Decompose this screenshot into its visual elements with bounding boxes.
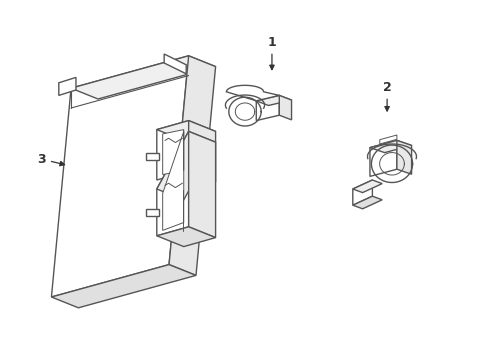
- Polygon shape: [169, 56, 216, 275]
- Polygon shape: [163, 131, 184, 230]
- Polygon shape: [157, 131, 189, 236]
- Polygon shape: [353, 196, 382, 209]
- Polygon shape: [370, 140, 412, 153]
- Polygon shape: [157, 121, 216, 140]
- Polygon shape: [157, 227, 216, 247]
- Polygon shape: [353, 180, 382, 193]
- Polygon shape: [146, 153, 159, 160]
- Polygon shape: [189, 121, 216, 182]
- Polygon shape: [157, 131, 216, 200]
- Polygon shape: [353, 180, 372, 205]
- Polygon shape: [146, 209, 159, 216]
- Polygon shape: [226, 85, 279, 101]
- Polygon shape: [397, 140, 412, 174]
- Polygon shape: [51, 265, 196, 308]
- Text: 3: 3: [37, 153, 65, 166]
- Text: 1: 1: [268, 36, 276, 69]
- Polygon shape: [256, 95, 292, 105]
- Polygon shape: [71, 56, 216, 99]
- Polygon shape: [189, 131, 216, 238]
- Text: 2: 2: [383, 81, 392, 111]
- Polygon shape: [279, 95, 292, 120]
- Polygon shape: [256, 95, 279, 121]
- Polygon shape: [157, 121, 189, 180]
- Polygon shape: [59, 77, 76, 95]
- Polygon shape: [51, 56, 189, 297]
- Polygon shape: [370, 140, 397, 176]
- Polygon shape: [380, 135, 397, 144]
- Polygon shape: [163, 130, 184, 175]
- Polygon shape: [164, 54, 186, 74]
